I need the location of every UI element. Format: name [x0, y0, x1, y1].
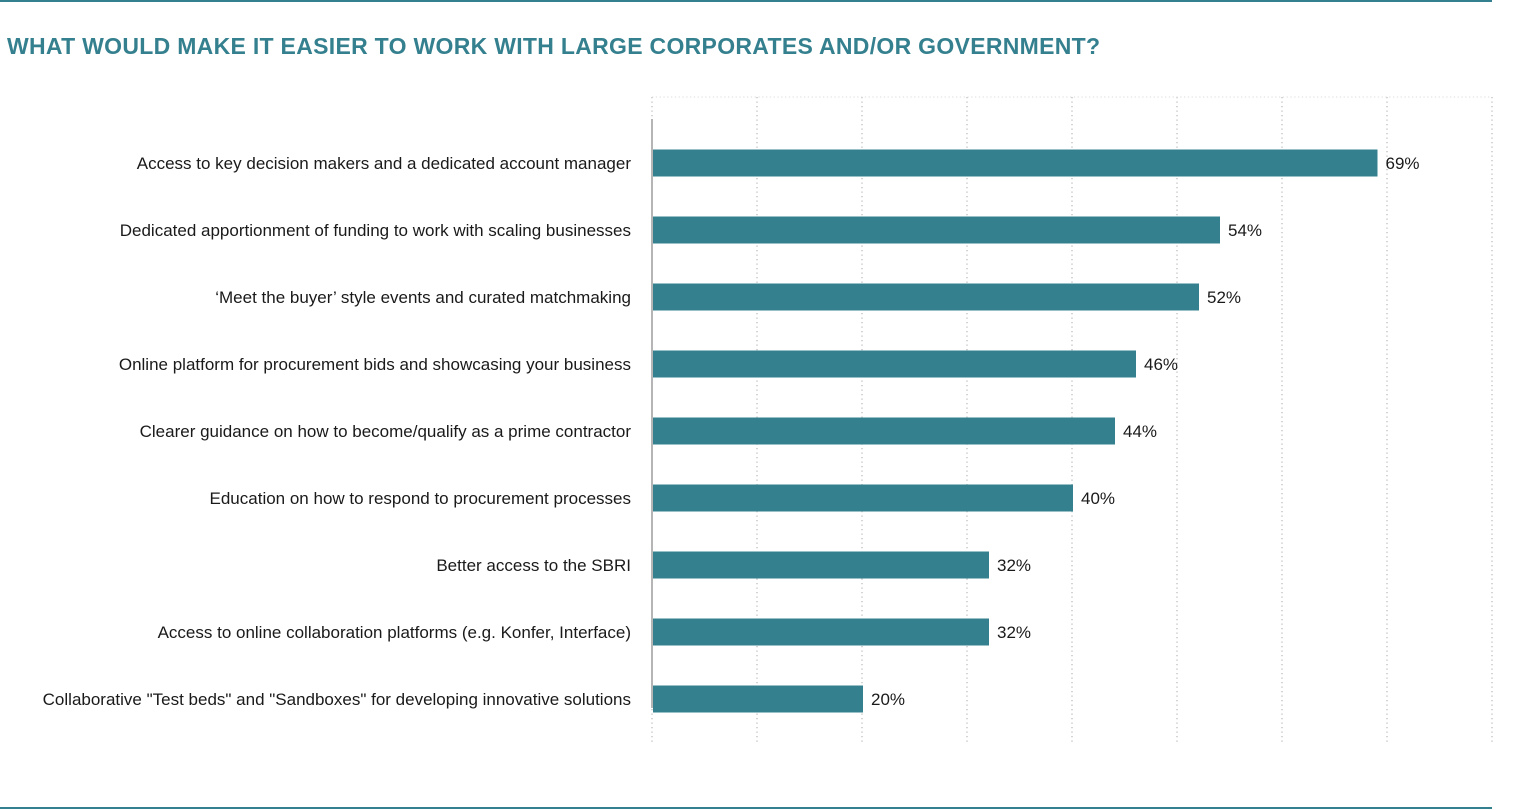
- value-label-2: 54%: [1228, 221, 1262, 240]
- category-label-9: Collaborative "Test beds" and "Sandboxes…: [43, 690, 631, 709]
- value-label-1: 69%: [1386, 154, 1420, 173]
- bar-4: [653, 350, 1136, 378]
- category-label-8: Access to online collaboration platforms…: [158, 623, 631, 642]
- value-label-5: 44%: [1123, 422, 1157, 441]
- top-rule: [0, 0, 1492, 2]
- category-label-4: Online platform for procurement bids and…: [119, 355, 631, 374]
- bar-2: [653, 216, 1220, 244]
- category-label-5: Clearer guidance on how to become/qualif…: [140, 422, 632, 441]
- bottom-rule: [0, 807, 1492, 809]
- chart-title: WHAT WOULD MAKE IT EASIER TO WORK WITH L…: [7, 33, 1101, 59]
- bars: [653, 149, 1378, 713]
- bar-5: [653, 417, 1115, 445]
- value-label-3: 52%: [1207, 288, 1241, 307]
- category-label-2: Dedicated apportionment of funding to wo…: [120, 221, 631, 240]
- bar-9: [653, 685, 863, 713]
- category-labels: Access to key decision makers and a dedi…: [43, 154, 632, 709]
- value-label-7: 32%: [997, 556, 1031, 575]
- category-label-7: Better access to the SBRI: [436, 556, 631, 575]
- category-label-3: ‘Meet the buyer’ style events and curate…: [215, 288, 631, 307]
- value-label-8: 32%: [997, 623, 1031, 642]
- bar-7: [653, 551, 989, 579]
- gridlines: [651, 96, 1493, 742]
- bar-1: [653, 149, 1378, 177]
- value-label-4: 46%: [1144, 355, 1178, 374]
- category-label-1: Access to key decision makers and a dedi…: [137, 154, 632, 173]
- bar-3: [653, 283, 1199, 311]
- value-label-9: 20%: [871, 690, 905, 709]
- bar-8: [653, 618, 989, 646]
- value-label-6: 40%: [1081, 489, 1115, 508]
- category-label-6: Education on how to respond to procureme…: [210, 489, 631, 508]
- bar-6: [653, 484, 1073, 512]
- value-labels: 69% 54% 52% 46% 44% 40% 32% 32% 20%: [871, 154, 1420, 709]
